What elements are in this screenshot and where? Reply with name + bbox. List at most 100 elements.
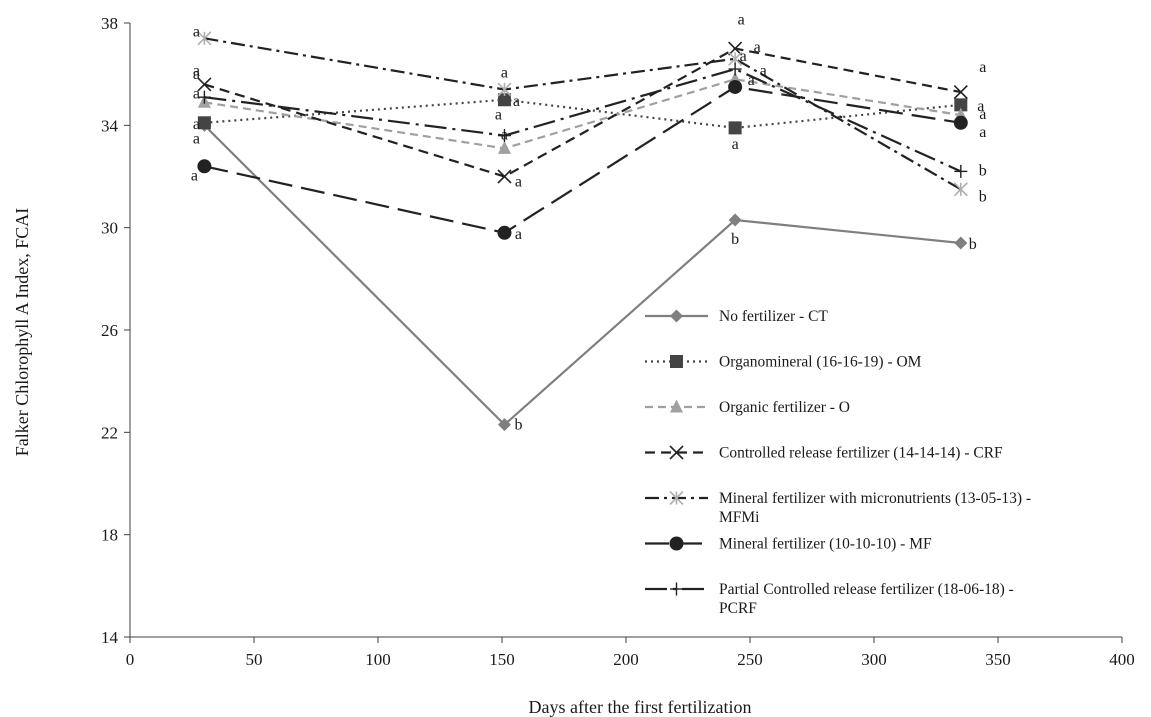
data-point: [728, 41, 743, 56]
significance-letter: a: [501, 126, 508, 143]
legend-label: Mineral fertilizer (10-10-10) - MF: [719, 536, 932, 553]
legend-item: Mineral fertilizer (10-10-10) - MF: [645, 536, 932, 553]
data-point: [953, 182, 968, 197]
legend-label: Mineral fertilizer with micronutrients (…: [719, 490, 1031, 526]
legend-label: Organic fertilizer - O: [719, 399, 850, 416]
significance-letter: b: [969, 236, 977, 253]
data-point: [497, 140, 511, 154]
significance-letter: a: [193, 130, 200, 147]
significance-letter: b: [979, 162, 987, 179]
x-tick-label: 50: [246, 650, 263, 669]
y-tick-label: 26: [101, 321, 118, 340]
significance-letter: a: [748, 72, 755, 89]
legend-label: Partial Controlled release fertilizer (1…: [719, 581, 1014, 617]
y-tick-label: 38: [101, 14, 118, 33]
series-2: [197, 93, 968, 135]
data-point: [497, 93, 511, 107]
legend-marker: [670, 399, 683, 413]
y-axis-title: Falker Chlorophyll A Index, FCAI: [12, 208, 32, 457]
legend-label: Organomineral (16-16-19) - OM: [719, 354, 922, 371]
y-tick-label: 34: [101, 116, 119, 135]
y-tick-label: 14: [101, 628, 119, 647]
legend: No fertilizer - CT Organomineral (16-16-1…: [645, 308, 1031, 617]
x-tick-label: 300: [861, 650, 887, 669]
data-point: [953, 115, 968, 130]
data-point: [728, 213, 742, 227]
series-line: [203, 124, 961, 427]
legend-item: Mineral fertilizer with micronutrients (…: [645, 490, 1031, 526]
significance-letter: a: [738, 12, 745, 29]
data-point: [497, 418, 511, 432]
significance-letter: b: [979, 188, 987, 205]
data-point: [728, 62, 742, 76]
significance-letter: a: [979, 59, 986, 76]
legend-label: Controlled release fertilizer (14-14-14)…: [719, 445, 1003, 462]
series-line: [204, 85, 961, 234]
series-line: [204, 98, 961, 129]
significance-letter: a: [760, 62, 767, 79]
significance-letter: a: [193, 23, 200, 40]
series-layer: [197, 31, 968, 432]
legend-item: Organic fertilizer - O: [645, 399, 850, 416]
significance-letter: a: [513, 93, 520, 110]
significance-letter: a: [515, 226, 522, 243]
y-tick-label: 18: [101, 526, 118, 545]
significance-letter: a: [193, 85, 200, 102]
x-tick-label: 250: [737, 650, 763, 669]
legend-marker: [670, 309, 683, 323]
x-tick-label: 350: [985, 650, 1011, 669]
x-axis-title: Days after the first fertilization: [529, 697, 752, 717]
legend-marker: [670, 582, 683, 596]
significance-letter: a: [754, 39, 761, 56]
series-line: [204, 67, 962, 173]
series-line: [204, 47, 962, 178]
significance-letter: a: [515, 174, 522, 191]
significance-letter: b: [731, 231, 739, 248]
data-point: [954, 98, 968, 112]
significance-letter: b: [514, 417, 522, 434]
data-point: [197, 159, 212, 174]
series-7: [197, 62, 968, 178]
series-line: [204, 37, 962, 191]
significance-letter: a: [191, 167, 198, 184]
x-tick-label: 400: [1109, 650, 1135, 669]
legend-item: Organomineral (16-16-19) - OM: [645, 354, 922, 371]
data-point: [197, 31, 212, 46]
data-point: [954, 236, 968, 250]
data-point: [953, 85, 968, 100]
significance-letter: a: [495, 107, 502, 124]
series-4: [197, 41, 968, 184]
significance-letter: a: [979, 106, 986, 123]
x-tick-label: 100: [365, 650, 391, 669]
data-point: [197, 77, 212, 92]
significance-letter: a: [977, 98, 984, 115]
significance-letter: a: [740, 48, 747, 65]
legend-label: No fertilizer - CT: [719, 308, 828, 325]
data-point: [728, 121, 742, 135]
data-point: [497, 225, 512, 240]
x-tick-label: 150: [489, 650, 515, 669]
significance-letter: a: [193, 66, 200, 83]
data-point: [197, 90, 211, 104]
data-point: [954, 164, 968, 178]
series-1: [197, 118, 968, 432]
x-tick-label: 0: [126, 650, 135, 669]
legend-marker: [669, 490, 684, 506]
data-point: [497, 169, 512, 184]
series-line: [204, 78, 961, 150]
legend-marker: [669, 445, 684, 460]
significance-letter: a: [732, 136, 739, 153]
significance-letter: a: [501, 65, 508, 82]
legend-item: Controlled release fertilizer (14-14-14)…: [645, 445, 1003, 462]
y-tick-label: 30: [101, 219, 118, 238]
legend-item: Partial Controlled release fertilizer (1…: [645, 581, 1014, 617]
axes: 14 18 22 26 30 34 38 0 50 100 150 200 250 300 350 400: [101, 14, 1135, 669]
significance-letter: a: [979, 124, 986, 141]
legend-marker: [669, 536, 684, 551]
significance-letter: a: [193, 62, 200, 79]
legend-item: No fertilizer - CT: [645, 308, 828, 325]
x-tick-label: 200: [613, 650, 639, 669]
data-point: [728, 79, 743, 94]
